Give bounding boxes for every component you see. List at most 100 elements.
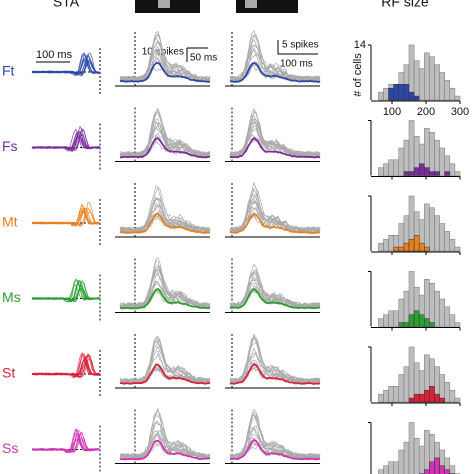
bar-all [454, 95, 461, 101]
bar-all [388, 461, 394, 474]
psth-mean [229, 212, 321, 234]
bar-all [449, 389, 456, 403]
psth-trace [229, 107, 321, 158]
bar-all [439, 72, 445, 101]
bar-all [429, 132, 435, 176]
x-tick-label: 300 [451, 106, 469, 118]
bar-type [429, 322, 435, 327]
sta-trace [31, 281, 101, 302]
psth-trace [229, 121, 321, 158]
psth-trace [119, 127, 211, 158]
bar-type [424, 469, 430, 474]
psth-trace [229, 193, 321, 233]
psth-mean [119, 137, 211, 159]
psth-trace [229, 337, 321, 384]
bar-type [424, 318, 430, 327]
bar-all [398, 449, 405, 474]
stimulus-spot [245, 0, 257, 8]
psth-mean [119, 212, 211, 234]
x-tick-label: 200 [417, 106, 435, 118]
bar-all [424, 430, 430, 474]
sta-trace [31, 52, 101, 75]
bar-all [378, 91, 384, 101]
bar-type [413, 95, 420, 101]
bar-all [403, 290, 410, 327]
bar-all [449, 465, 456, 474]
bar-all [449, 238, 456, 252]
psth-trace [119, 125, 211, 158]
bar-all [444, 231, 451, 252]
scale-label: 5 spikes [282, 40, 319, 51]
bar-all [383, 465, 389, 474]
bar-type [424, 246, 430, 252]
rf-header: RF size [381, 0, 429, 10]
bar-type [403, 84, 410, 101]
bar-all [408, 44, 415, 101]
bar-all [398, 374, 405, 403]
bar-type [439, 465, 445, 474]
bar-type [408, 397, 415, 403]
bar-type [418, 242, 425, 252]
bar-all [398, 147, 405, 176]
bar-type [418, 314, 425, 327]
y-tick-label: 14 [354, 39, 366, 51]
bar-all [424, 203, 430, 252]
psth-trace [119, 368, 211, 384]
bar-all [454, 171, 461, 176]
bar-type [398, 84, 405, 101]
stimulus-spot [158, 0, 170, 8]
bar-all [408, 120, 415, 176]
psth-trace [229, 270, 321, 309]
bar-all [429, 56, 435, 101]
bar-all [403, 139, 410, 176]
bar-all [434, 64, 440, 101]
sta-header: STA [53, 0, 80, 10]
psth-trace [229, 424, 321, 461]
bar-type [403, 242, 410, 252]
bar-type [398, 246, 405, 252]
psth-mean [229, 62, 321, 83]
psth-mean [119, 287, 211, 310]
bar-all [449, 87, 456, 101]
bar-type [439, 397, 445, 403]
bar-type [393, 84, 400, 101]
psth-trace [119, 107, 211, 158]
bar-type [429, 386, 435, 403]
psth-mean [229, 363, 321, 385]
bar-all [444, 382, 451, 403]
bar-all [378, 318, 384, 327]
bar-type [444, 469, 451, 474]
bar-all [413, 60, 420, 101]
bar-type [434, 171, 440, 176]
bar-all [408, 346, 415, 403]
psth-trace [119, 48, 211, 83]
psth-trace [229, 284, 321, 309]
bar-type [398, 322, 405, 327]
psth-mean [229, 438, 321, 461]
bar-type [408, 171, 415, 176]
bar-all [393, 461, 400, 474]
psth-trace [119, 199, 211, 234]
bar-all [439, 298, 445, 327]
bar-type [403, 322, 410, 327]
bar-all [454, 397, 461, 403]
sta-trace [31, 53, 101, 77]
bar-all [449, 163, 456, 176]
bar-type [418, 163, 425, 176]
bar-all [403, 366, 410, 403]
bar-all [434, 139, 440, 176]
sta-trace [31, 207, 101, 225]
bar-all [388, 235, 394, 252]
y-axis-label: # of cells [352, 53, 364, 97]
row-label: Fs [2, 138, 18, 154]
row-label: Ft [2, 63, 15, 79]
bar-all [383, 314, 389, 327]
bar-all [449, 314, 456, 327]
psth-trace [119, 187, 211, 234]
bar-all [408, 422, 415, 474]
bar-all [454, 246, 461, 252]
scale-label: 100 ms [36, 49, 73, 61]
sta-trace [31, 209, 101, 226]
bar-type [408, 91, 415, 101]
